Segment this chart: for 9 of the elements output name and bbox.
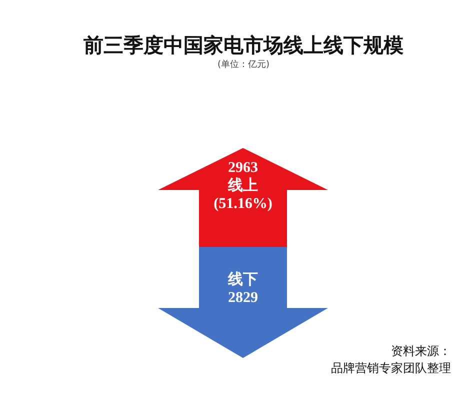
- category-label: 线下: [227, 270, 258, 288]
- category-label: 线上: [227, 176, 258, 194]
- data-label: 2963: [228, 160, 258, 176]
- text: 前三季度中国家电市场线上线下规模: [82, 34, 404, 59]
- text: 品牌营销专家团队整理: [331, 360, 451, 377]
- data-label: 2829: [228, 290, 258, 306]
- text: 资料来源：: [390, 343, 451, 360]
- text: (单位：亿元): [216, 58, 271, 71]
- text: (51.16%): [214, 196, 272, 212]
